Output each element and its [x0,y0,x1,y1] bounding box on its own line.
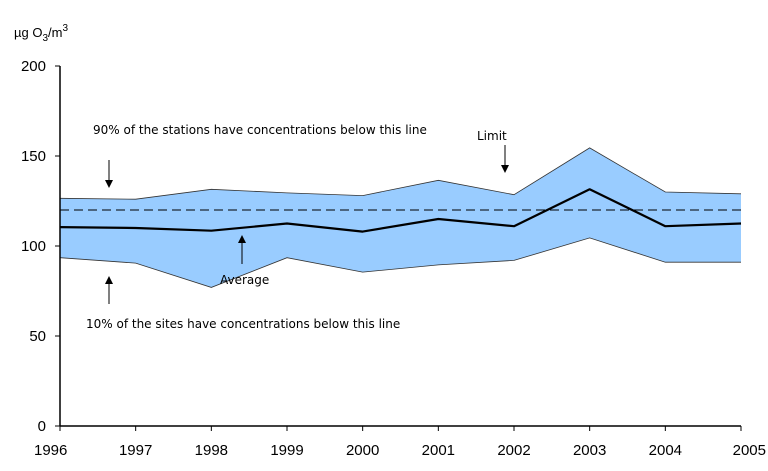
x-tick-label: 1999 [270,442,303,459]
y-tick-label: 200 [21,58,46,75]
y-tick-label: 150 [21,148,46,165]
axes [55,65,742,431]
y-axis-unit-label: µg O3/m3 [14,23,68,44]
limit-annotation: Limit [477,129,507,143]
p90-annotation: 90% of the stations have concentrations … [93,123,427,137]
x-tick-label: 2002 [497,442,530,459]
y-unit-sub: 3 [42,33,48,44]
x-tick-label: 2004 [649,442,682,459]
percentile-band [60,147,741,288]
p90-line [59,147,742,200]
x-tick-label: 1996 [34,442,67,459]
x-tick-label: 2000 [346,442,379,459]
annotation-arrows [105,145,509,304]
tick-labels: 0 50 100 150 200 1996 1997 1998 1999 2000 2001 2002… [21,58,766,459]
x-tick-label: 1998 [195,442,228,459]
x-tick-label: 1997 [119,442,152,459]
average-annotation: Average [220,273,269,287]
average-line [59,188,742,233]
x-tick-label: 2003 [573,442,606,459]
p90-arrow [105,160,113,188]
plot-area [59,147,742,288]
y-unit-prefix: µg O [14,25,42,40]
y-tick-label: 0 [38,418,46,435]
p10-line [59,237,741,288]
y-unit-sup: 3 [62,23,68,34]
y-tick-label: 100 [21,238,46,255]
limit-arrow [501,145,509,173]
p10-annotation: 10% of the sites have concentrations bel… [86,317,400,331]
x-tick-label: 2001 [422,442,455,459]
x-tick-label: 2005 [733,442,766,459]
y-unit-mid: /m [48,25,62,40]
y-tick-label: 50 [29,328,46,345]
average-arrow [238,235,246,264]
p10-arrow [105,276,113,304]
